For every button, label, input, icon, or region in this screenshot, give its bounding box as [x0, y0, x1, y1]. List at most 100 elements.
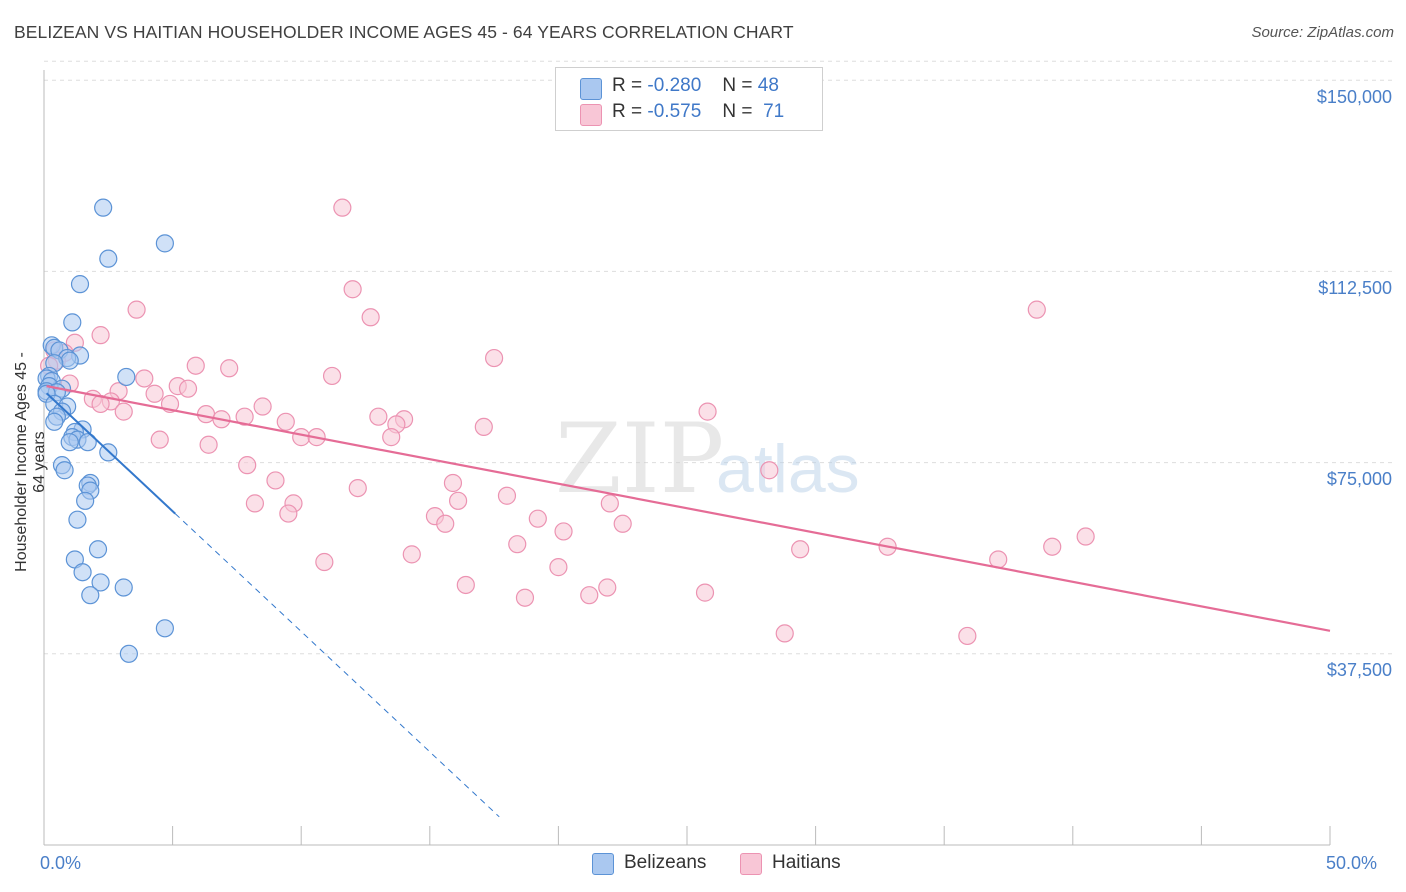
- y-tick-label-112500: $112,500: [1318, 278, 1392, 298]
- bottom-legend-swatch-haitians: [740, 853, 762, 875]
- belizean-point-45: [81, 586, 100, 605]
- haitian-point-58: [508, 535, 527, 554]
- haitian-point-46: [497, 486, 517, 505]
- haitian-point-71: [775, 624, 794, 643]
- belizean-point-4: [63, 313, 82, 332]
- belizean-point-38: [76, 491, 95, 510]
- haitian-point-63: [402, 545, 421, 564]
- haitian-point-44: [760, 461, 779, 480]
- belizean-point-46: [155, 619, 174, 638]
- haitian-point-4: [361, 308, 380, 327]
- legend-r-label: R =: [612, 101, 643, 122]
- haitian-point-41: [238, 456, 257, 475]
- y-axis-label: Householder Income Ages 45 - 64 years: [13, 352, 48, 572]
- haitian-point-20: [145, 384, 164, 403]
- x-tick-label-max: 50.0%: [1326, 853, 1378, 873]
- haitian-point-27: [196, 405, 216, 424]
- haitian-point-61: [1043, 537, 1062, 556]
- haitian-point-54: [436, 514, 455, 533]
- belizean-point-44: [114, 578, 133, 597]
- haitian-point-12: [186, 356, 205, 375]
- watermark-zip: ZIP: [555, 403, 724, 515]
- belizean-point-3: [70, 275, 90, 294]
- haitian-point-3: [343, 280, 362, 299]
- haitian-point-26: [114, 402, 133, 421]
- haitian-point-39: [382, 428, 401, 447]
- y-tick-label-37500: $37,500: [1326, 660, 1392, 680]
- haitian-point-57: [1076, 527, 1095, 546]
- haitian-point-31: [369, 407, 388, 426]
- legend-n-label: N =: [722, 101, 753, 122]
- haitian-point-69: [580, 586, 599, 605]
- haitian-point-29: [235, 407, 254, 426]
- legend-swatch-haitians: [580, 104, 602, 126]
- haitian-point-18: [178, 379, 198, 398]
- belizean-point-30: [78, 433, 97, 452]
- haitian-point-2: [1027, 300, 1046, 319]
- y-tick-label-75000: $75,000: [1326, 469, 1392, 489]
- haitian-point-15: [135, 369, 154, 388]
- legend-r-value: -0.575: [647, 101, 702, 122]
- haitian-point-66: [456, 575, 475, 595]
- haitian-point-5: [91, 326, 110, 345]
- belizean-point-2: [99, 249, 118, 268]
- haitian-point-38: [150, 430, 169, 449]
- belizean-point-25: [45, 412, 64, 431]
- haitian-point-50: [600, 494, 619, 513]
- belizean-points: [37, 198, 174, 663]
- haitian-point-45: [348, 478, 367, 498]
- haitian-point-1: [127, 300, 146, 319]
- belizean-point-0: [94, 198, 113, 217]
- haitian-point-25: [253, 397, 272, 416]
- haitian-point-28: [698, 402, 717, 421]
- bottom-legend-label-belizeans: Belizeans: [624, 852, 707, 873]
- legend-n-value: 71: [763, 101, 785, 122]
- watermark-atlas: atlas: [716, 431, 860, 507]
- haitian-point-59: [791, 540, 810, 559]
- belizean-point-34: [55, 461, 74, 480]
- haitian-point-70: [515, 588, 535, 607]
- haitian-point-48: [245, 494, 265, 513]
- trend-lines: [45, 385, 1331, 818]
- haitian-point-14: [322, 366, 342, 386]
- haitian-point-13: [220, 359, 239, 378]
- legend-r-label: R =: [612, 75, 643, 96]
- haitian-point-51: [279, 504, 298, 523]
- belizean-trend-line: [45, 392, 176, 515]
- haitian-point-65: [549, 558, 568, 577]
- bottom-legend-label-haitians: Haitians: [772, 852, 841, 873]
- x-tick-label-min: 0.0%: [40, 853, 82, 873]
- gridlines: [44, 60, 1395, 655]
- belizean-point-39: [68, 510, 87, 529]
- haitian-point-0: [333, 198, 352, 217]
- haitian-point-68: [695, 583, 715, 602]
- haitian-point-35: [474, 417, 493, 437]
- haitian-point-53: [528, 509, 547, 528]
- haitian-point-67: [598, 578, 617, 597]
- haitian-point-40: [199, 435, 218, 454]
- belizean-point-42: [73, 563, 92, 582]
- belizean-point-47: [119, 644, 138, 663]
- legend-n-value: 48: [757, 75, 779, 96]
- source-credit: Source: ZipAtlas.com: [1251, 24, 1394, 41]
- belizean-point-40: [88, 540, 108, 559]
- legend-n-label: N =: [722, 75, 753, 96]
- belizean-point-43: [91, 573, 110, 592]
- y-tick-label-150000: $150,000: [1316, 87, 1392, 107]
- haitian-point-36: [292, 428, 311, 447]
- haitian-points: [40, 198, 1095, 646]
- correlation-legend: R = -0.280 N = 48 R = -0.575 N = 71: [555, 67, 823, 131]
- haitian-trend-line: [46, 385, 1331, 632]
- haitian-point-64: [315, 552, 334, 572]
- haitian-point-55: [613, 514, 632, 533]
- haitian-point-72: [958, 626, 977, 646]
- legend-r-value: -0.280: [647, 75, 702, 96]
- haitian-point-42: [266, 471, 285, 490]
- belizean-point-31: [60, 433, 79, 452]
- belizean-point-10: [60, 351, 79, 370]
- haitian-point-9: [485, 348, 504, 368]
- chart-title: BELIZEAN VS HAITIAN HOUSEHOLDER INCOME A…: [14, 22, 794, 42]
- bottom-legend-swatch-belizeans: [592, 853, 614, 875]
- haitian-point-43: [443, 473, 463, 493]
